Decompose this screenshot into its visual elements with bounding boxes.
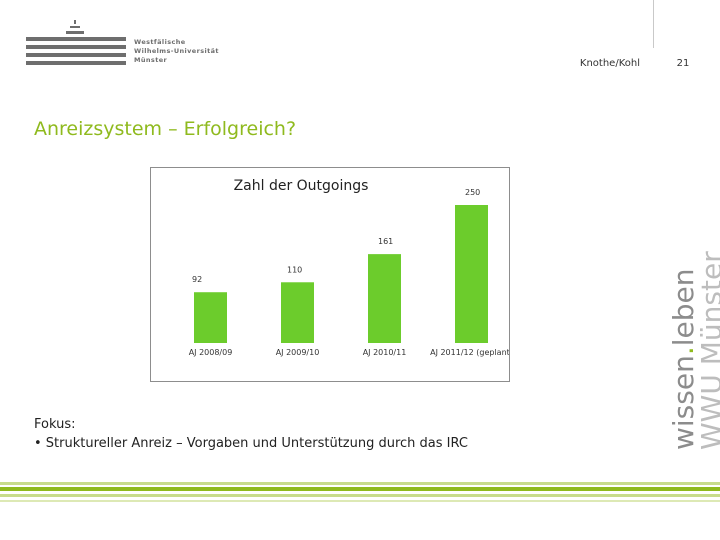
category-label-2: AJ 2010/11 [363, 348, 407, 357]
header-divider [653, 0, 654, 48]
bar-chart: 92 AJ 2008/09 110 AJ 2009/10 161 AJ 2010/11 25… [189, 188, 509, 357]
data-label-0: 92 [192, 275, 202, 284]
logo-line-3: Münster [134, 56, 168, 64]
logo-line-1: Westfälische [134, 38, 186, 46]
side-tagline: wissen.leben WWU Münster [667, 251, 720, 451]
logo-wordmark: Westfälische Wilhelms-Universität Münste… [134, 38, 219, 65]
tagline-line-2: WWU Münster [695, 251, 720, 450]
chart-title: Zahl der Outgoings [233, 178, 369, 194]
logo-line-2: Wilhelms-Universität [134, 47, 219, 55]
footer-stripes [0, 482, 720, 502]
focus-label: Fokus: [34, 417, 76, 432]
page-number: 21 [676, 58, 690, 69]
slide-title: Anreizsystem – Erfolgreich? [34, 118, 297, 140]
focus-bullet: • Struktureller Anreiz – Vorgaben und Un… [34, 436, 468, 451]
data-label-1: 110 [287, 265, 302, 274]
logo-graphic [26, 20, 126, 65]
bar-1 [281, 282, 314, 343]
category-label-0: AJ 2008/09 [189, 348, 233, 357]
bar-3 [455, 205, 488, 343]
focus-text: Fokus: • Struktureller Anreiz – Vorgaben… [34, 415, 468, 453]
bar-2 [368, 254, 401, 343]
data-label-3: 250 [465, 188, 480, 197]
chart-container: Zahl der Outgoings 92 AJ 2008/09 110 AJ 200… [150, 167, 510, 382]
category-label-1: AJ 2009/10 [276, 348, 320, 357]
category-label-3: AJ 2011/12 (geplant) [430, 348, 509, 357]
authors-label: Knothe/Kohl [579, 58, 640, 69]
bar-0 [194, 292, 227, 343]
wwu-logo: Westfälische Wilhelms-Universität Münste… [22, 18, 242, 70]
data-label-2: 161 [378, 237, 393, 246]
tagline-line-1: wissen.leben [667, 251, 700, 451]
